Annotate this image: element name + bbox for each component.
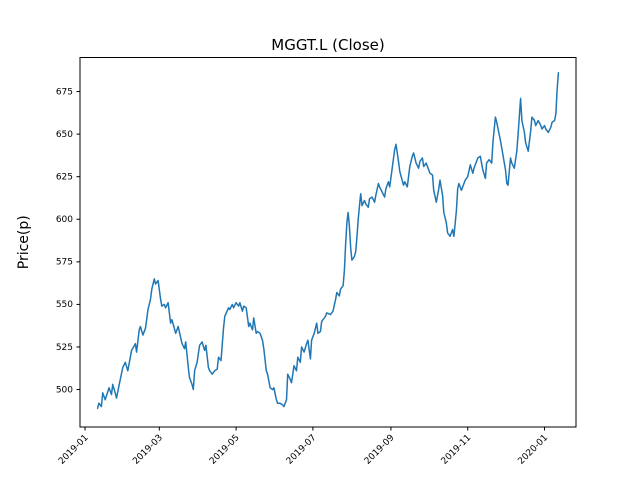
y-axis-label: Price(p) — [16, 215, 32, 269]
y-tick-label: 525 — [56, 343, 73, 353]
y-tick-label: 650 — [56, 130, 73, 140]
y-tick-label: 625 — [56, 172, 73, 182]
y-tick-label: 550 — [56, 300, 73, 310]
y-tick-label: 500 — [56, 385, 73, 395]
y-tick-label: 575 — [56, 258, 73, 268]
plot-border — [79, 57, 577, 428]
y-tick-label: 600 — [56, 215, 73, 225]
price-line — [96, 72, 560, 410]
chart-title: MGGT.L (Close) — [271, 36, 385, 54]
y-tick-label: 675 — [56, 87, 73, 97]
